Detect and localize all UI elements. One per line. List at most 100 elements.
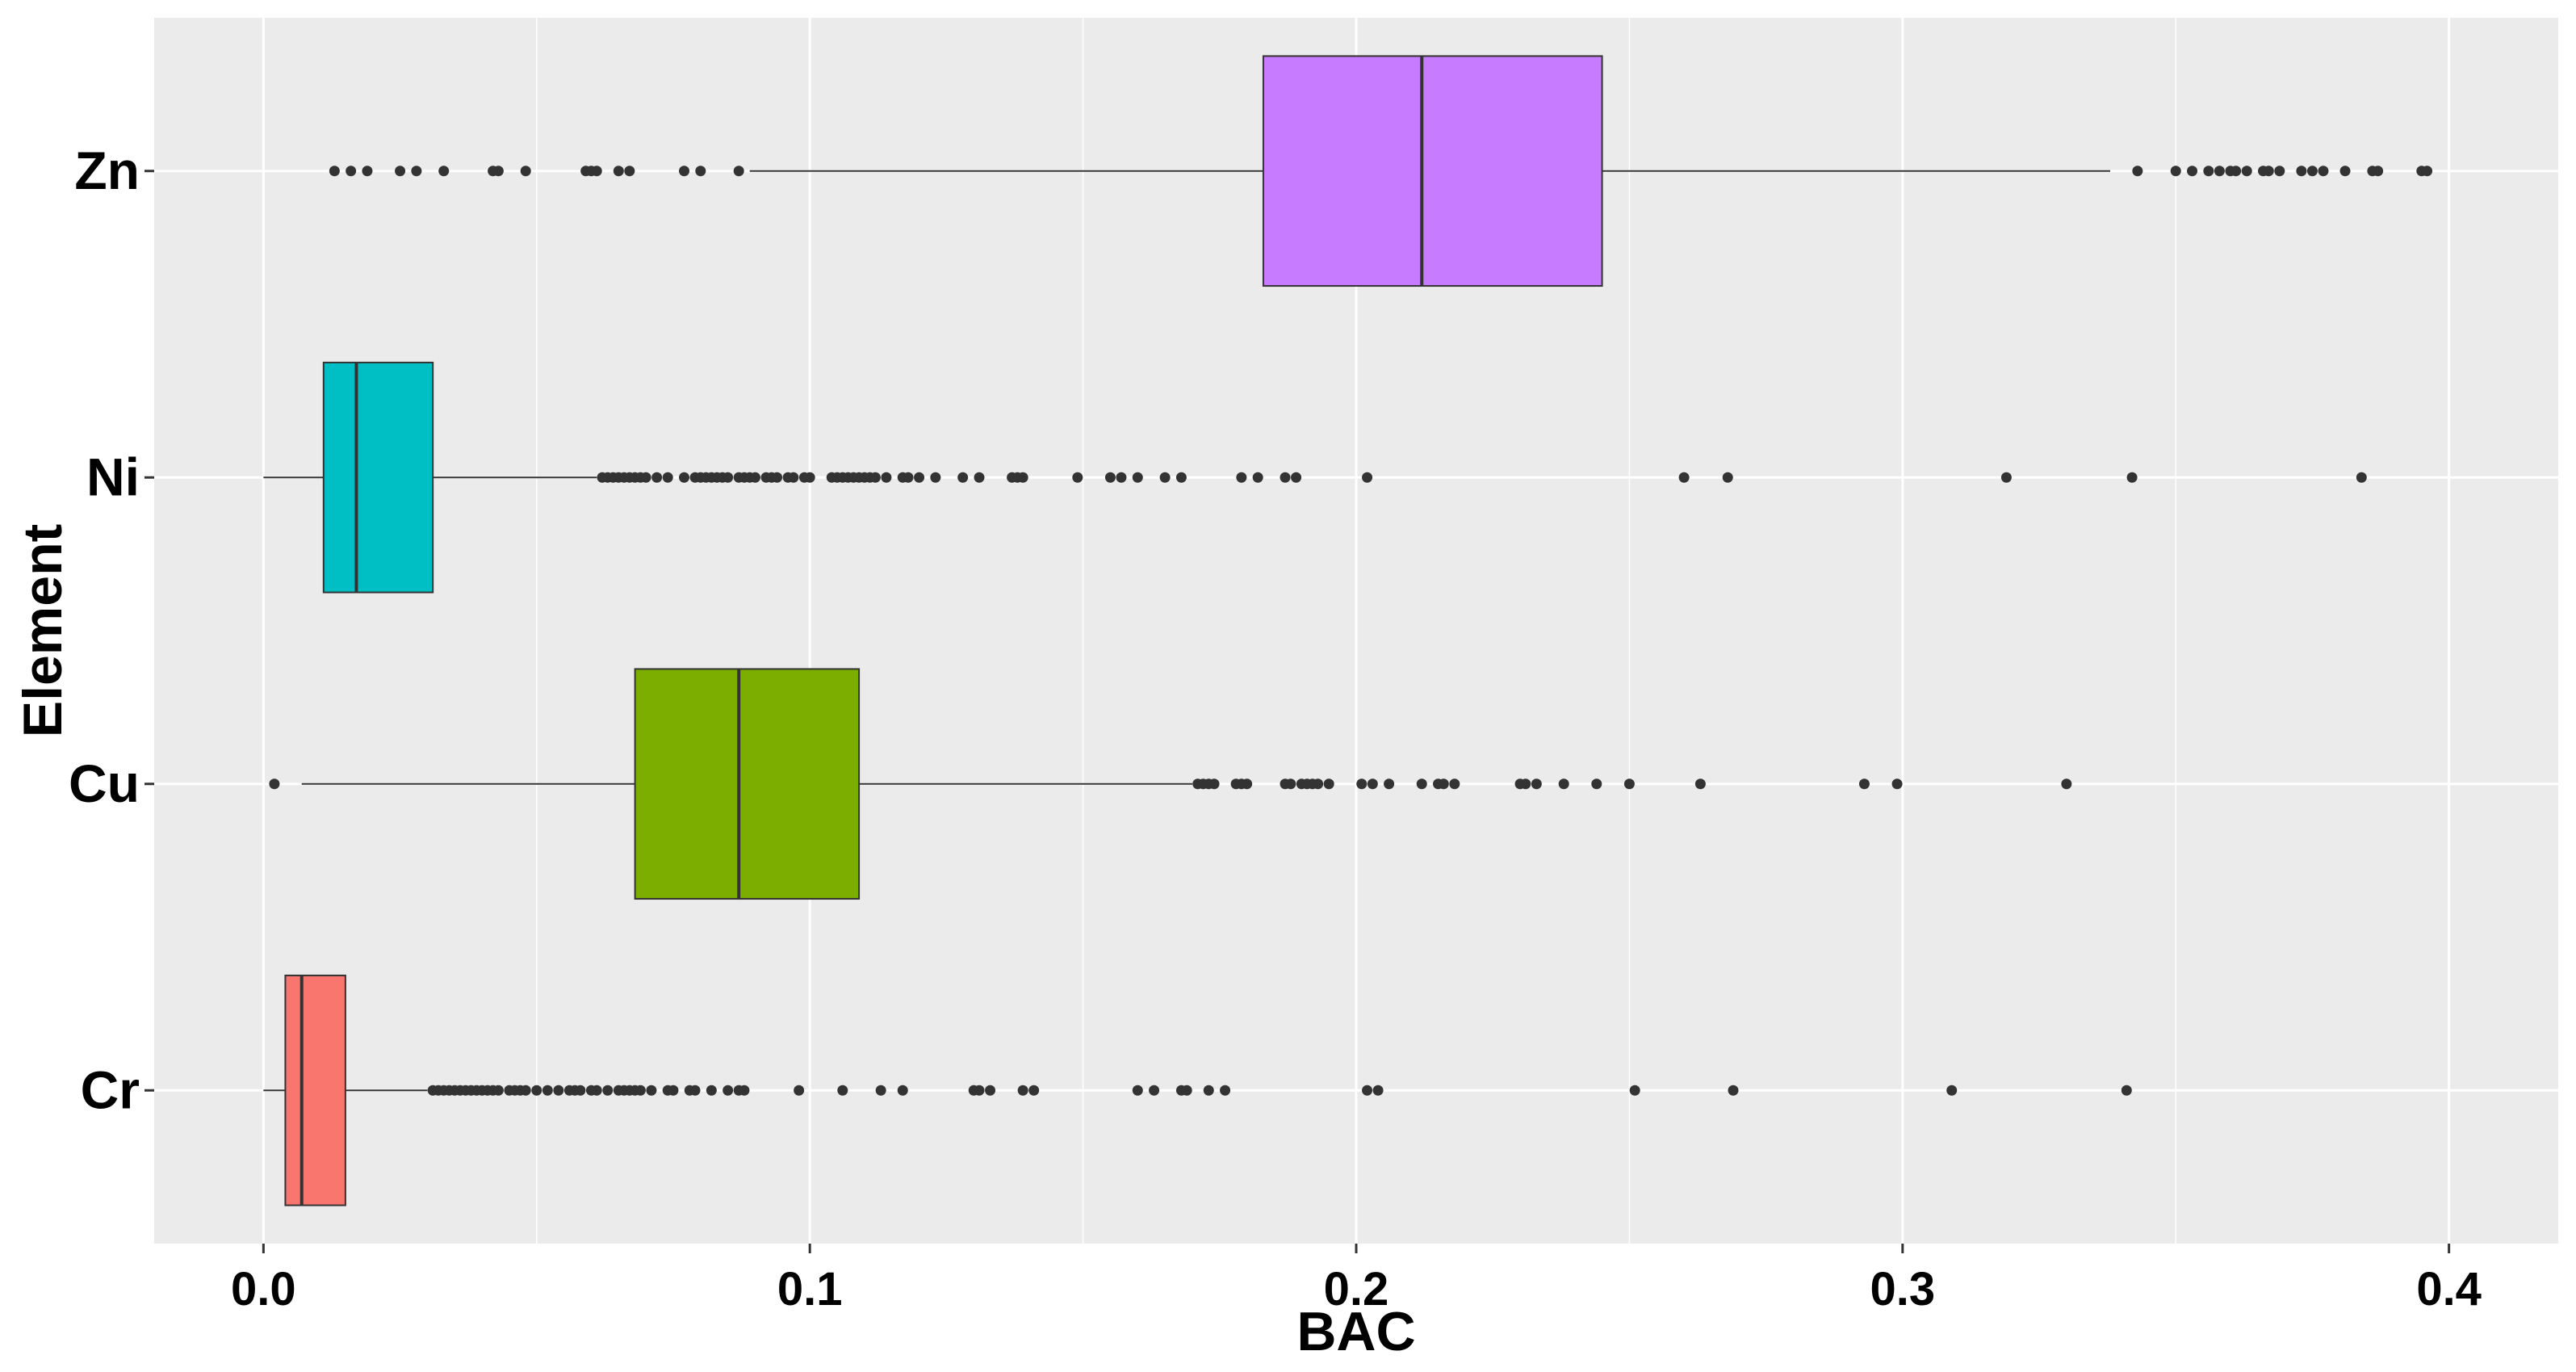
- outlier-point-ni: [1116, 472, 1127, 483]
- outlier-point-ni: [2000, 472, 2012, 483]
- outlier-point-cr: [553, 1085, 564, 1096]
- outlier-point-ni: [772, 472, 783, 483]
- outlier-point-cu: [1242, 778, 1253, 790]
- outlier-point-ni: [662, 472, 673, 483]
- grid-lines: [154, 18, 2558, 1244]
- outlier-point-ni: [974, 472, 985, 483]
- outlier-point-zn: [2274, 166, 2285, 177]
- outlier-point-cr: [1132, 1085, 1143, 1096]
- outlier-point-cr: [897, 1085, 908, 1096]
- outlier-point-cr: [2121, 1085, 2132, 1096]
- outlier-point-ni: [1236, 472, 1247, 483]
- outlier-point-ni: [804, 472, 815, 483]
- outlier-point-cr: [575, 1085, 586, 1096]
- outlier-point-cr: [635, 1085, 646, 1096]
- outlier-point-zn: [329, 166, 340, 177]
- outlier-point-cu: [1384, 778, 1395, 790]
- outlier-point-ni: [1159, 472, 1171, 483]
- outlier-point-cu: [1285, 778, 1296, 790]
- outlier-point-ni: [1362, 472, 1373, 483]
- outlier-point-cr: [1220, 1085, 1231, 1096]
- y-category-label: Cu: [69, 753, 140, 813]
- outlier-point-cr: [492, 1085, 504, 1096]
- outlier-point-ni: [1104, 472, 1116, 483]
- outlier-point-cr: [739, 1085, 750, 1096]
- y-axis-title: Element: [12, 524, 73, 738]
- outlier-point-zn: [624, 166, 635, 177]
- outlier-point-cu: [1323, 778, 1334, 790]
- outlier-point-ni: [930, 472, 941, 483]
- outlier-point-zn: [362, 166, 373, 177]
- outlier-point-cr: [520, 1085, 531, 1096]
- outlier-point-zn: [2339, 166, 2351, 177]
- box-cu: [634, 668, 861, 900]
- outlier-point-ni: [881, 472, 892, 483]
- axes: 0.0 0.1 0.2 0.3 0.4 Cr Cu Ni Zn: [69, 141, 2482, 1315]
- outlier-point-zn: [2318, 166, 2329, 177]
- outlier-point-cr: [706, 1085, 717, 1096]
- outlier-point-zn: [2230, 166, 2242, 177]
- outlier-point-ni: [651, 472, 663, 483]
- outlier-point-cu: [1623, 778, 1635, 790]
- outlier-point-cr: [1203, 1085, 1214, 1096]
- outlier-point-ni: [640, 472, 651, 483]
- outlier-point-cu: [1591, 778, 1602, 790]
- outlier-point-zn: [346, 166, 357, 177]
- outlier-point-cu: [1367, 778, 1378, 790]
- outlier-point-cr: [1362, 1085, 1373, 1096]
- outlier-point-cr: [591, 1085, 602, 1096]
- outlier-point-cu: [1694, 778, 1706, 790]
- outlier-point-cr: [531, 1085, 542, 1096]
- outlier-point-zn: [591, 166, 602, 177]
- outlier-point-zn: [2132, 166, 2143, 177]
- y-category-label: Zn: [74, 141, 140, 200]
- outlier-point-cu: [1449, 778, 1460, 790]
- outlier-point-cr: [723, 1085, 734, 1096]
- outlier-point-ni: [1072, 472, 1083, 483]
- x-tick-label: 0.1: [777, 1263, 843, 1315]
- outlier-point-ni: [1722, 472, 1733, 483]
- outlier-point-ni: [750, 472, 760, 483]
- x-axis-title: BAC: [1296, 1301, 1415, 1362]
- outlier-point-cr: [985, 1085, 996, 1096]
- outlier-point-cu: [2061, 778, 2072, 790]
- outlier-point-cu: [1531, 778, 1542, 790]
- outlier-point-zn: [2263, 166, 2274, 177]
- outlier-point-zn: [2296, 166, 2307, 177]
- outlier-point-ni: [1252, 472, 1263, 483]
- outlier-point-cr: [646, 1085, 657, 1096]
- outlier-point-zn: [679, 166, 690, 177]
- outlier-point-zn: [613, 166, 624, 177]
- y-category-label: Ni: [86, 447, 140, 506]
- y-category-label: Cr: [81, 1059, 140, 1119]
- outlier-point-ni: [788, 472, 799, 483]
- outlier-point-cr: [689, 1085, 701, 1096]
- outlier-point-cr: [794, 1085, 805, 1096]
- outlier-point-zn: [2373, 166, 2384, 177]
- outlier-point-cr: [1372, 1085, 1384, 1096]
- outlier-point-zn: [492, 166, 504, 177]
- outlier-point-ni: [1291, 472, 1302, 483]
- outlier-point-ni: [2356, 472, 2367, 483]
- outlier-point-zn: [2422, 166, 2433, 177]
- outlier-point-cu: [1438, 778, 1449, 790]
- outlier-point-ni: [914, 472, 925, 483]
- box-ni: [322, 361, 434, 594]
- x-tick-label: 0.2: [1324, 1263, 1389, 1315]
- outlier-point-ni: [1175, 472, 1187, 483]
- outlier-point-ni: [957, 472, 969, 483]
- outlier-point-cr: [602, 1085, 614, 1096]
- outlier-point-ni: [1678, 472, 1690, 483]
- outlier-point-cr: [1946, 1085, 1958, 1096]
- box-zn: [1262, 55, 1603, 287]
- box-cr: [284, 974, 346, 1206]
- outlier-point-cu: [1558, 778, 1569, 790]
- outlier-point-cu: [1356, 778, 1368, 790]
- x-tick-label: 0.0: [231, 1263, 296, 1315]
- outlier-point-cr: [1028, 1085, 1040, 1096]
- outlier-point-zn: [2170, 166, 2181, 177]
- outlier-point-zn: [520, 166, 531, 177]
- outlier-point-zn: [2241, 166, 2252, 177]
- outlier-point-cr: [1149, 1085, 1160, 1096]
